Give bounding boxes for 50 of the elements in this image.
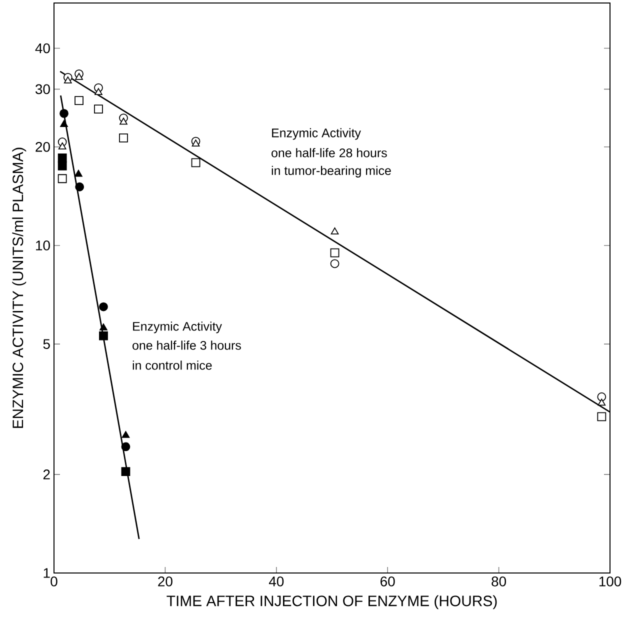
point [597, 412, 606, 422]
point [58, 161, 67, 170]
x-tick-label: 60 [380, 576, 395, 586]
point [598, 398, 606, 406]
x-axis-title: TIME AFTER INJECTION OF ENZYME (HOURS) [166, 595, 497, 610]
point [120, 118, 128, 125]
point [94, 88, 102, 96]
x-tick-label: 100 [599, 576, 622, 586]
y-tick-label: 20 [36, 142, 50, 152]
point [330, 227, 339, 234]
point [58, 174, 67, 184]
annotation: Enzymic Activity [133, 322, 222, 334]
y-tick-label: 5 [43, 339, 50, 349]
y-tick-label: 40 [35, 43, 50, 54]
x-tick-label: 80 [492, 576, 506, 586]
point [74, 96, 84, 106]
point [100, 324, 108, 330]
y-axis-title: ENZYMIC ACTIVITY (UNITS/ml PLASMA) [12, 148, 26, 428]
y-tick-label: 30 [35, 84, 50, 94]
point [119, 133, 128, 142]
point [192, 140, 200, 147]
x-tick-label: 40 [268, 576, 284, 586]
annotation: one half-life 28 hours [272, 148, 387, 158]
annotation: in tumor-bearing mice [272, 166, 391, 178]
point [75, 182, 84, 192]
point [58, 142, 66, 150]
point [99, 302, 108, 312]
point [94, 104, 103, 114]
point [74, 170, 82, 177]
y-tick-label: 10 [36, 240, 50, 250]
point [64, 76, 72, 84]
y-tick-label: 2 [43, 470, 50, 480]
point [58, 154, 67, 162]
point [330, 259, 340, 268]
point [121, 442, 130, 452]
point [122, 431, 130, 438]
point [121, 467, 130, 476]
point [99, 331, 108, 340]
annotation: one half-life 3 hours [132, 340, 241, 350]
point [191, 158, 200, 168]
x-tick-label: 0 [50, 576, 58, 586]
point [75, 72, 83, 80]
y-tick-label: 1 [44, 568, 50, 578]
point [330, 248, 340, 258]
annotation: in control mice [132, 360, 212, 370]
point [597, 392, 606, 402]
annotation: Enzymic Activity [272, 128, 361, 140]
point [60, 108, 68, 118]
point [60, 120, 68, 127]
x-tick-label: 20 [158, 576, 172, 586]
